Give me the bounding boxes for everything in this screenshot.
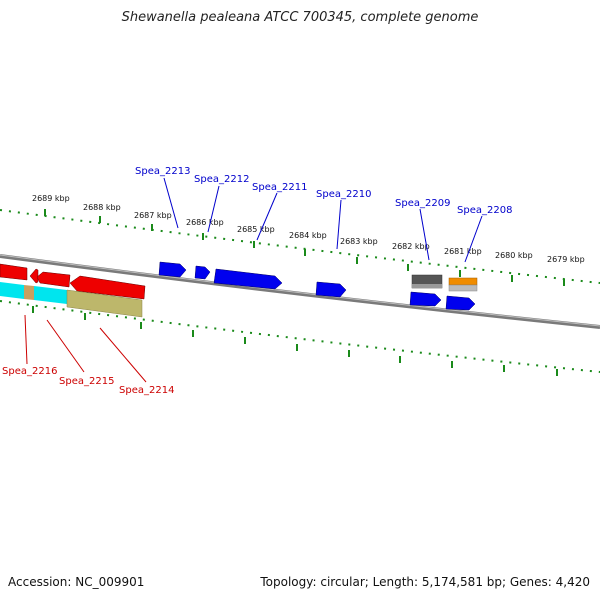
gene-label[interactable]: Spea_2211 — [252, 182, 307, 193]
genome-backbone — [0, 254, 600, 329]
gene-spea-2215[interactable] — [29, 268, 39, 284]
gene-label[interactable]: Spea_2215 — [59, 376, 114, 387]
feature-cyan-1[interactable] — [0, 282, 24, 299]
gene-spea-2209-b[interactable] — [409, 291, 442, 307]
gene-spea-2212[interactable] — [194, 265, 211, 280]
tick-label: 2683 kbp — [340, 237, 378, 246]
inner-features — [0, 282, 143, 318]
gene-spea-2211[interactable] — [213, 268, 283, 290]
reverse-leader-lines — [24, 314, 147, 383]
feature-cyan-2[interactable] — [34, 286, 67, 304]
reverse-genes — [0, 263, 146, 300]
tick-label: 2686 kbp — [186, 218, 224, 227]
forward-leader-lines — [163, 177, 483, 263]
tick-label: 2682 kbp — [392, 242, 430, 251]
other-features — [411, 274, 478, 292]
forward-genes — [158, 261, 476, 311]
gene-label[interactable]: Spea_2212 — [194, 174, 249, 185]
forward-gene-labels: Spea_2213 Spea_2212 Spea_2211 Spea_2210 … — [135, 166, 512, 216]
inner-major-ticks — [32, 306, 558, 376]
gene-spea-2214[interactable] — [69, 275, 146, 300]
gene-label[interactable]: Spea_2213 — [135, 166, 190, 177]
tick-label: 2680 kbp — [495, 251, 533, 260]
tick-label: 2684 kbp — [289, 231, 327, 240]
gene-spea-2214-a[interactable] — [36, 271, 71, 288]
tick-label: 2679 kbp — [547, 255, 585, 264]
gene-label[interactable]: Spea_2210 — [316, 189, 371, 200]
genome-summary-text: Topology: circular; Length: 5,174,581 bp… — [260, 575, 590, 589]
map-title: Shewanella pealeana ATCC 700345, complet… — [121, 10, 479, 25]
outer-scale-ruler — [0, 209, 600, 284]
gene-spea-2210[interactable] — [315, 281, 347, 298]
tick-label: 2687 kbp — [134, 211, 172, 220]
tick-label: 2689 kbp — [32, 194, 70, 203]
gene-label[interactable]: Spea_2209 — [395, 198, 450, 209]
accession-text: Accession: NC_009901 — [8, 575, 145, 589]
feature-tan[interactable] — [24, 285, 34, 300]
gene-label[interactable]: Spea_2208 — [457, 205, 512, 216]
gene-label[interactable]: Spea_2214 — [119, 385, 174, 396]
tick-label: 2688 kbp — [83, 203, 121, 212]
tick-label: 2681 kbp — [444, 247, 482, 256]
gene-label[interactable]: Spea_2216 — [2, 366, 57, 377]
gene-spea-2208-b[interactable] — [445, 295, 476, 311]
reverse-gene-labels: Spea_2216 Spea_2215 Spea_2214 — [2, 366, 174, 396]
tick-label: 2685 kbp — [237, 225, 275, 234]
scale-tick-labels: 2689 kbp 2688 kbp 2687 kbp 2686 kbp 2685… — [32, 194, 585, 264]
inner-scale-ruler — [0, 300, 600, 373]
gene-spea-2216[interactable] — [0, 263, 28, 281]
gene-spea-2213[interactable] — [158, 261, 187, 278]
feature-khaki[interactable] — [66, 289, 143, 318]
outer-major-ticks — [44, 209, 565, 286]
feature-spea-2208[interactable] — [448, 277, 478, 286]
